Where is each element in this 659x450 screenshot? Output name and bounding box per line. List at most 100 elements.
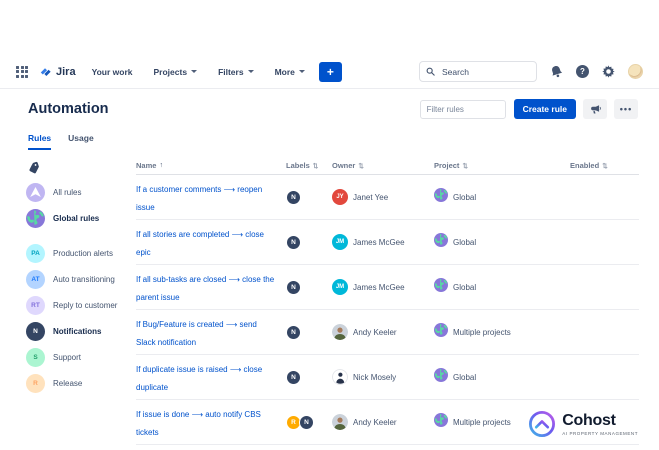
sort-icon: ⇅ <box>358 162 364 170</box>
rule-name-link[interactable]: If issue is done ⟶ auto notify CBS ticke… <box>136 410 261 437</box>
owner-avatar <box>332 324 348 340</box>
sidebar-item-release[interactable]: R Release <box>26 370 132 396</box>
sidebar-item-notifications[interactable]: N Notifications <box>26 318 132 344</box>
project-cell: Global <box>434 232 570 252</box>
owner-cell: JM James McGee <box>332 279 434 295</box>
labels-cell: N <box>286 234 332 250</box>
search-icon <box>426 67 435 76</box>
jira-logo[interactable]: Jira <box>39 65 76 78</box>
nav-item-more[interactable]: More <box>275 67 305 77</box>
help-button[interactable]: ? <box>576 65 589 78</box>
settings-button[interactable] <box>602 65 615 78</box>
owner-name: Andy Keeler <box>353 327 397 337</box>
rule-name-link[interactable]: If duplicate issue is raised ⟶ close dup… <box>136 365 263 392</box>
sidebar-item-production-alerts[interactable]: PA Production alerts <box>26 240 132 266</box>
photo-avatar-icon <box>332 324 348 340</box>
column-header-name[interactable]: Name ↑ <box>136 161 286 170</box>
nav-item-label: More <box>274 66 295 77</box>
label-chip: N <box>286 279 301 295</box>
globe-icon <box>434 367 448 382</box>
sidebar-item-reply-to-customer[interactable]: RT Reply to customer <box>26 292 132 318</box>
project-globe-icon <box>434 232 448 252</box>
owner-cell: Nick Mosely <box>332 369 434 385</box>
nav-items: Your work Projects Filters More <box>92 67 305 77</box>
project-globe-icon <box>434 277 448 297</box>
column-header-label: Enabled <box>570 161 600 170</box>
rule-name-link[interactable]: If a customer comments ⟶ reopen issue <box>136 185 263 212</box>
tab-usage[interactable]: Usage <box>68 133 94 143</box>
owner-name: James McGee <box>353 237 405 247</box>
tag-row <box>26 157 132 179</box>
content: All rules Global rules PA Production alerts… <box>20 157 639 450</box>
owner-name: Janet Yee <box>353 192 389 202</box>
chevron-down-icon <box>247 70 254 73</box>
column-header-project[interactable]: Project ⇅ <box>434 161 570 170</box>
search-box[interactable] <box>419 61 537 82</box>
globe-icon <box>434 232 448 247</box>
create-plus-button[interactable]: + <box>318 61 342 82</box>
label-chip: R <box>286 414 301 430</box>
sidebar-list: All rules Global rules PA Production alerts… <box>26 179 132 396</box>
user-avatar[interactable] <box>628 64 643 79</box>
photo-avatar-icon <box>332 369 348 385</box>
toggle-check-icon: ✓ <box>574 244 582 254</box>
create-rule-button[interactable]: Create rule <box>513 99 576 119</box>
table-row: If SLA is breached ⟶ send Slack message … <box>136 445 639 450</box>
nav-item-projects[interactable]: Projects <box>154 67 198 77</box>
search-input[interactable] <box>440 65 524 78</box>
project-cell: Global <box>434 367 570 387</box>
owner-name: James McGee <box>353 282 405 292</box>
app-grid-icon[interactable] <box>16 65 28 78</box>
label-chip: N <box>286 369 301 385</box>
sidebar-item-support[interactable]: S Support <box>26 344 132 370</box>
column-header-labels[interactable]: Labels ⇅ <box>286 161 332 170</box>
tab-rules[interactable]: Rules <box>28 133 52 150</box>
label-chip: N <box>299 414 314 430</box>
sidebar-item-label: Production alerts <box>53 248 114 258</box>
cohost-logo: Cohost AI PROPERTY MANAGEMENT <box>528 410 638 438</box>
ellipsis-icon: ••• <box>619 103 633 114</box>
notifications-button[interactable] <box>550 65 563 78</box>
nav-right: ? <box>419 61 643 82</box>
rule-name-cell: If all sub-tasks are closed ⟶ close the … <box>136 265 286 309</box>
owner-name: Andy Keeler <box>353 417 397 427</box>
sort-icon: ⇅ <box>462 162 468 170</box>
sidebar-item-label: Support <box>53 352 82 362</box>
cohost-tagline: AI PROPERTY MANAGEMENT <box>562 430 638 436</box>
toggle-check-icon: ✓ <box>574 379 582 389</box>
table-row: If issue is done ⟶ auto notify CBS ticke… <box>136 400 639 445</box>
announcement-button[interactable] <box>583 99 607 119</box>
cohost-brand: Cohost <box>562 411 616 429</box>
toggle-check-icon: ✓ <box>574 199 582 209</box>
column-header-enabled[interactable]: Enabled ⇅ <box>570 161 639 170</box>
chevron-down-icon <box>298 70 305 73</box>
column-header-label: Name <box>136 161 157 170</box>
filter-rules-input[interactable] <box>419 99 506 119</box>
table-row: If all sub-tasks are closed ⟶ close the … <box>136 265 639 310</box>
sidebar-item-all-rules[interactable]: All rules <box>26 179 132 205</box>
sidebar-item-global-rules[interactable]: Global rules <box>26 205 132 231</box>
rule-name-link[interactable]: If all stories are completed ⟶ close epi… <box>136 230 264 257</box>
rule-name-link[interactable]: If Bug/Feature is created ⟶ send Slack n… <box>136 320 257 347</box>
nav-item-filters[interactable]: Filters <box>218 67 254 77</box>
column-header-label: Project <box>434 161 460 170</box>
nav-item-label: Filters <box>218 66 244 77</box>
owner-cell: Andy Keeler <box>332 414 434 430</box>
toggle-knob <box>557 333 569 345</box>
nav-item-your-work[interactable]: Your work <box>92 67 133 77</box>
rule-name-cell: If duplicate issue is raised ⟶ close dup… <box>136 355 286 399</box>
toggle-knob <box>557 423 569 435</box>
project-name: Global <box>453 192 477 202</box>
rule-name-link[interactable]: If all sub-tasks are closed ⟶ close the … <box>136 275 275 302</box>
toggle-knob <box>557 198 569 210</box>
table-row: If duplicate issue is raised ⟶ close dup… <box>136 355 639 400</box>
sidebar-item-auto-transitioning[interactable]: AT Auto transitioning <box>26 266 132 292</box>
page-title: Automation <box>28 101 109 117</box>
column-header-owner[interactable]: Owner ⇅ <box>332 161 434 170</box>
question-icon: ? <box>576 65 589 78</box>
label-chip: N <box>286 234 301 250</box>
page-header: Automation Create rule ••• <box>28 96 638 122</box>
more-options-button[interactable]: ••• <box>614 99 638 119</box>
owner-avatar: JM <box>332 279 348 295</box>
